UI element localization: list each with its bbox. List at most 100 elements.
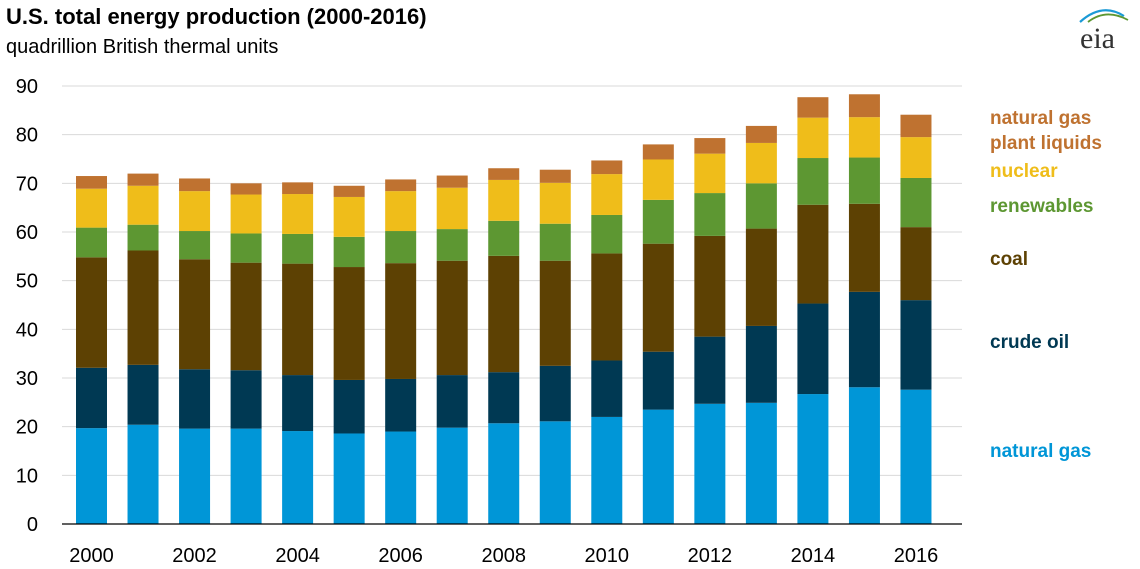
bar-segment: [488, 255, 520, 373]
bar-segment: [282, 194, 314, 234]
bar-segment: [848, 117, 880, 158]
bar-segment: [694, 138, 726, 154]
bar-segment: [797, 303, 829, 395]
legend-ngpl-line1: natural gas: [990, 108, 1092, 129]
y-tick-label: 40: [16, 319, 38, 341]
bar-segment: [642, 159, 674, 200]
bar-segment: [745, 183, 777, 229]
bar-segment: [591, 160, 623, 175]
bar-segment: [76, 367, 107, 429]
bar-segment: [179, 231, 211, 260]
bar-segment: [230, 262, 262, 371]
bar-segment: [848, 94, 880, 118]
eia-logo-icon: eia: [1074, 2, 1134, 55]
bar-segment: [694, 403, 726, 524]
eia-logo-text: eia: [1080, 22, 1115, 55]
bar-segment: [591, 174, 623, 215]
bar-segment: [591, 253, 623, 361]
bar-segment: [694, 153, 726, 194]
bar-segment: [642, 409, 674, 524]
x-tick-label: 2012: [688, 545, 733, 567]
bar-segment: [436, 187, 468, 230]
y-tick-label: 10: [16, 465, 38, 487]
bar-segment: [282, 375, 314, 432]
legend-coal: coal: [990, 249, 1029, 270]
eia-logo-arc-icon: [1079, 9, 1129, 23]
bar-segment: [900, 177, 932, 228]
bar-segment: [848, 157, 880, 204]
bar-segment: [488, 220, 520, 256]
legend-crude-oil: crude oil: [990, 332, 1070, 353]
bar-segment: [591, 416, 623, 524]
bar-segment: [282, 263, 314, 376]
bar-segment: [745, 228, 777, 326]
x-tick-label: 2008: [481, 545, 526, 567]
bar-segment: [385, 191, 417, 232]
bar-segment: [539, 260, 571, 366]
bar-segment: [848, 291, 880, 388]
bar-segment: [76, 428, 107, 524]
bar-segment: [745, 142, 777, 184]
legend-nuclear: nuclear: [990, 161, 1058, 182]
bar-segment: [179, 178, 211, 192]
bar-segment: [642, 243, 674, 352]
bar-segment: [333, 236, 365, 268]
x-tick-label: 2010: [585, 545, 630, 567]
y-tick-label: 80: [16, 125, 38, 147]
bar-segment: [436, 229, 468, 261]
bar-segment: [591, 214, 623, 254]
bar-segment: [745, 325, 777, 403]
bar-segment: [127, 224, 159, 251]
bar-segment: [333, 196, 365, 237]
bar-segment: [539, 169, 571, 183]
bar-segment: [282, 431, 314, 524]
bar-segment: [333, 433, 365, 524]
legend-ngpl-line2: plant liquids: [990, 133, 1102, 154]
bar-segment: [642, 144, 674, 160]
y-tick-label: 50: [16, 271, 38, 293]
bar-segment: [591, 360, 623, 417]
bar-segment: [333, 185, 365, 197]
bar-segment: [436, 375, 468, 428]
bar-segment: [488, 168, 520, 180]
bar-segment: [76, 257, 107, 368]
bar-segment: [797, 204, 829, 304]
bar-segment: [797, 394, 829, 524]
bar-segment: [127, 250, 159, 365]
bar-segment: [539, 421, 571, 524]
bar-segment: [745, 125, 777, 143]
x-tick-label: 2004: [275, 545, 320, 567]
bar-segment: [745, 402, 777, 524]
chart-subtitle: quadrillion British thermal units: [6, 36, 279, 58]
bar-segment: [230, 233, 262, 263]
bar-segment: [900, 137, 932, 178]
bar-segment: [694, 235, 726, 337]
y-tick-label: 0: [27, 514, 38, 536]
bar-segment: [488, 372, 520, 424]
bar-segment: [127, 424, 159, 524]
bar-segment: [488, 179, 520, 221]
bar-segment: [333, 267, 365, 380]
bar-segment: [436, 175, 468, 188]
bar-segment: [282, 233, 314, 264]
bar-segment: [539, 365, 571, 422]
x-tick-label: 2002: [172, 545, 217, 567]
x-tick-label: 2014: [791, 545, 836, 567]
bar-segment: [385, 378, 417, 432]
bar-segment: [76, 227, 107, 258]
bar-segment: [642, 199, 674, 244]
bar-segment: [848, 203, 880, 292]
bar-segment: [282, 182, 314, 195]
y-tick-label: 30: [16, 368, 38, 390]
bar-segment: [385, 179, 417, 192]
y-tick-label: 70: [16, 173, 38, 195]
bar-segment: [385, 263, 417, 379]
bar-segment: [436, 260, 468, 376]
bar-segment: [333, 379, 365, 434]
bar-segment: [539, 223, 571, 261]
bar-segment: [230, 370, 262, 429]
bar-segment: [797, 97, 829, 118]
bar-segment: [179, 191, 211, 232]
legend-renewables: renewables: [990, 196, 1094, 217]
